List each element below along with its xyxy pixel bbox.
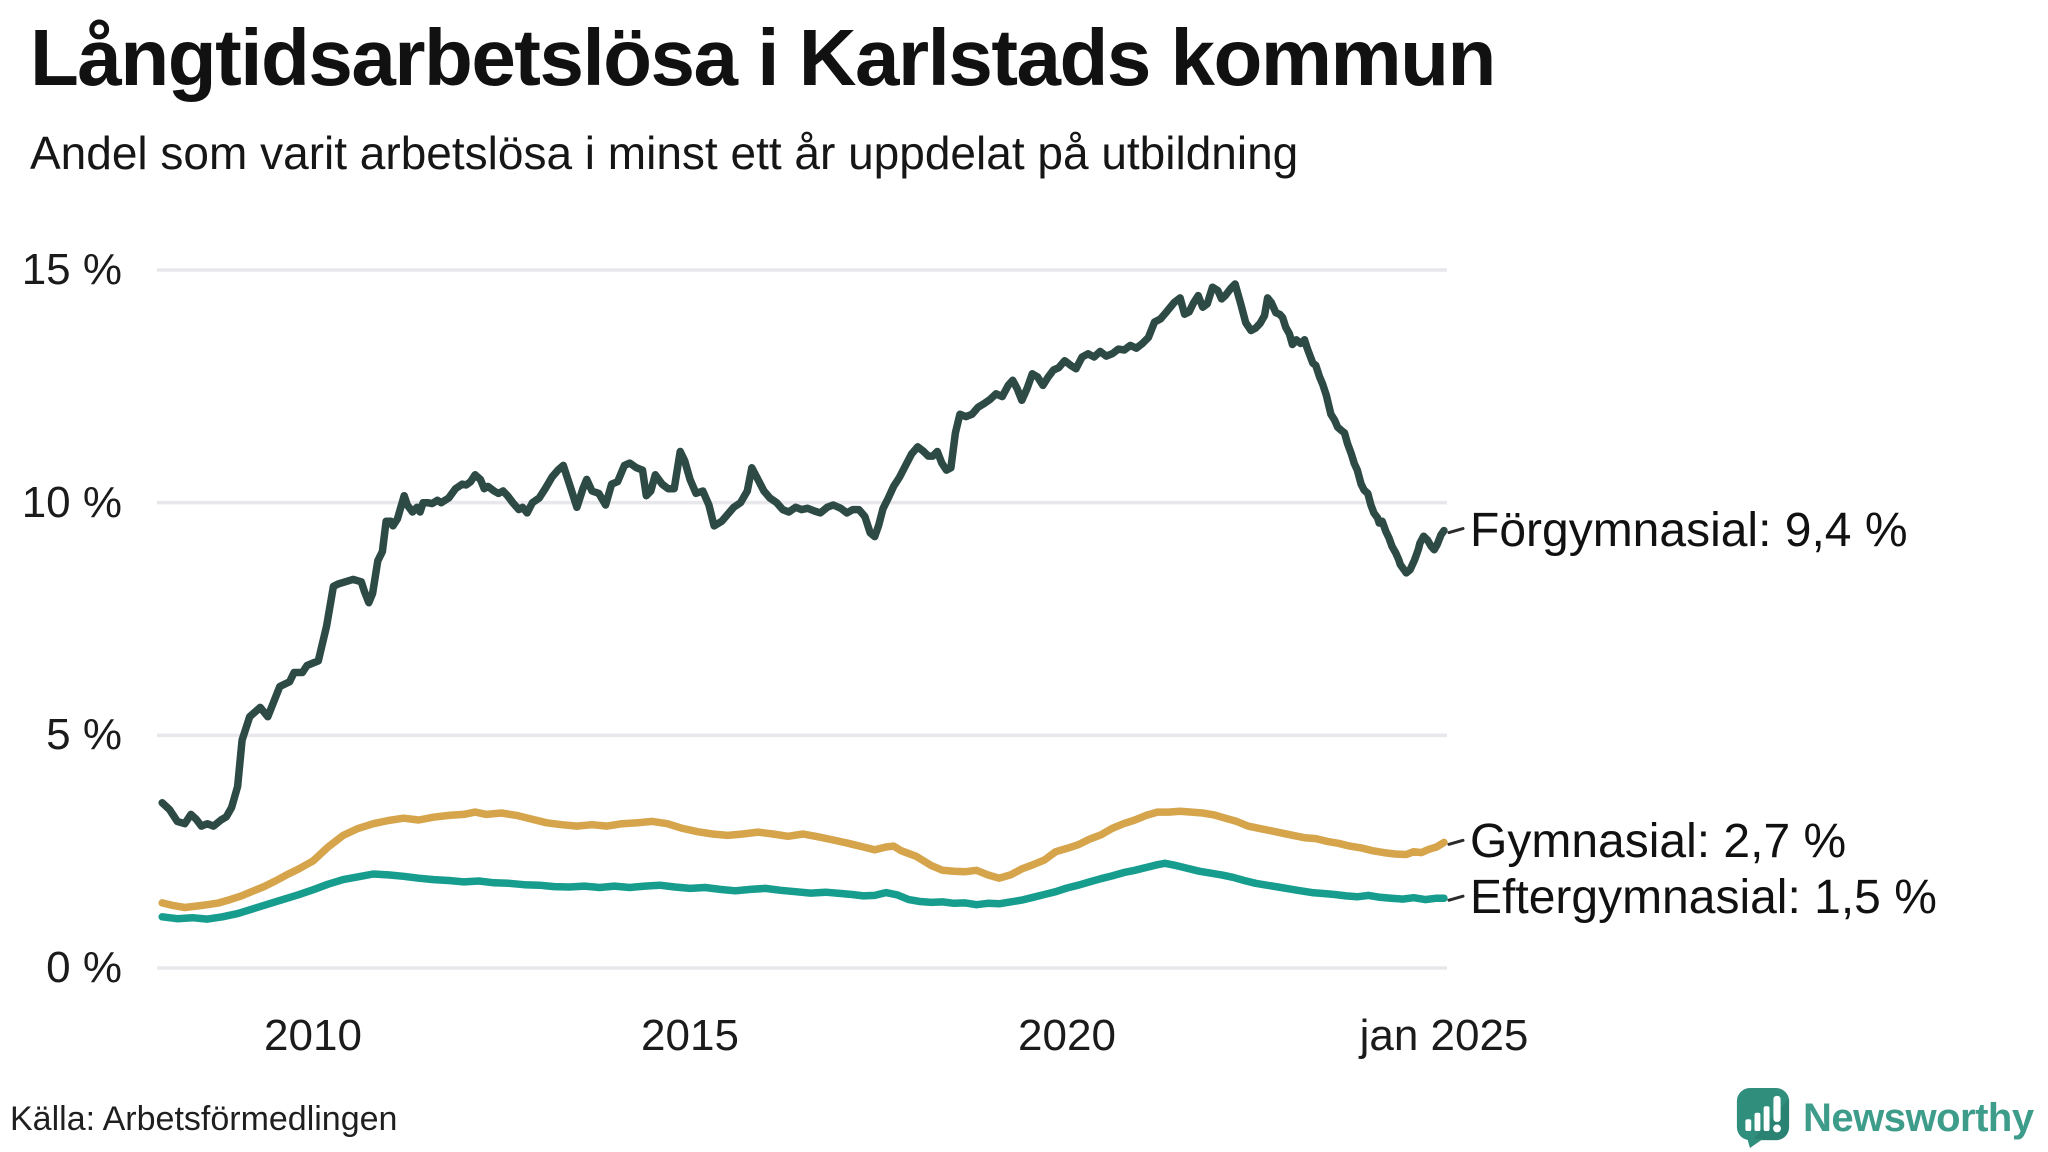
y-tick-label-10: 10 % <box>21 477 122 527</box>
series-line-förgymnasial <box>158 280 1448 830</box>
x-tick-label-2015: 2015 <box>641 1011 739 1060</box>
series-end-label-förgymnasial: Förgymnasial: 9,4 % <box>1470 503 1908 557</box>
x-tick-label-2010: 2010 <box>264 1011 362 1060</box>
y-tick-label-15: 15 % <box>21 245 122 294</box>
label-connector-förgymnasial <box>1447 527 1465 535</box>
series-line-gymnasial <box>158 807 1448 912</box>
page-title: Långtidsarbetslösa i Karlstads kommun <box>30 13 1496 102</box>
label-connector-gymnasial <box>1447 838 1465 846</box>
label-connector-eftergymnasial <box>1447 894 1465 902</box>
x-tick-label-2020: 2020 <box>1018 1011 1116 1060</box>
series-end-label-gymnasial: Gymnasial: 2,7 % <box>1470 815 1847 869</box>
page-subtitle: Andel som varit arbetslösa i minst ett å… <box>30 127 1299 179</box>
newsworthy-logo-text: Newsworthy <box>1803 1095 2034 1140</box>
newsworthy-logo-icon <box>1736 1088 1790 1148</box>
series-line-eftergymnasial <box>158 859 1448 923</box>
y-tick-label-5: 5 % <box>46 710 122 760</box>
x-tick-label-2025: jan 2025 <box>1359 1011 1529 1060</box>
series-end-label-eftergymnasial: Eftergymnasial: 1,5 % <box>1470 871 1937 925</box>
y-tick-label-0: 0 % <box>46 943 122 992</box>
newsworthy-logo: Newsworthy <box>1736 1088 2034 1148</box>
source-note: Källa: Arbetsförmedlingen <box>10 1100 398 1138</box>
